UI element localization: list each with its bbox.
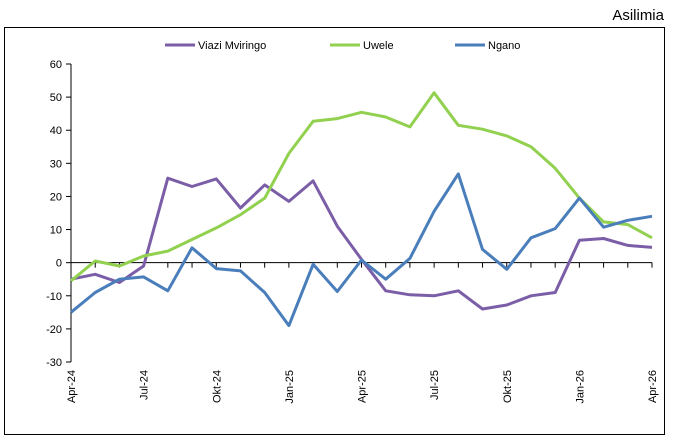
y-tick-label: 30	[50, 158, 62, 170]
y-tick-label: 20	[50, 191, 62, 203]
y-tick-label: -30	[46, 357, 62, 369]
x-tick-label: Apr-25	[357, 370, 369, 403]
legend-label: Viazi Mviringo	[198, 40, 266, 52]
x-tick-label: Apr-26	[647, 370, 659, 403]
x-tick-label: Jan-25	[284, 370, 296, 404]
x-tick-label: Apr-24	[66, 370, 78, 403]
chart-frame	[4, 27, 665, 435]
y-tick-label: 60	[50, 59, 62, 71]
y-tick-label: -10	[46, 291, 62, 303]
x-tick-label: Jul-24	[139, 370, 151, 400]
y-tick-label: 0	[56, 258, 62, 270]
y-tick-label: 50	[50, 92, 62, 104]
y-tick-label: 10	[50, 225, 62, 237]
y-tick-label: -20	[46, 324, 62, 336]
series-line	[70, 176, 653, 311]
x-tick-label: Jan-26	[574, 370, 586, 404]
unit-label: Asilimia	[612, 7, 664, 24]
x-tick-label: Okt-24	[211, 370, 223, 403]
x-tick-label: Jul-25	[429, 370, 441, 400]
legend-label: Uwele	[363, 40, 394, 52]
x-tick-label: Okt-25	[502, 370, 514, 403]
series-line	[70, 172, 653, 328]
legend-label: Ngano	[488, 40, 520, 52]
series-line	[70, 91, 653, 283]
y-tick-label: 40	[50, 125, 62, 137]
